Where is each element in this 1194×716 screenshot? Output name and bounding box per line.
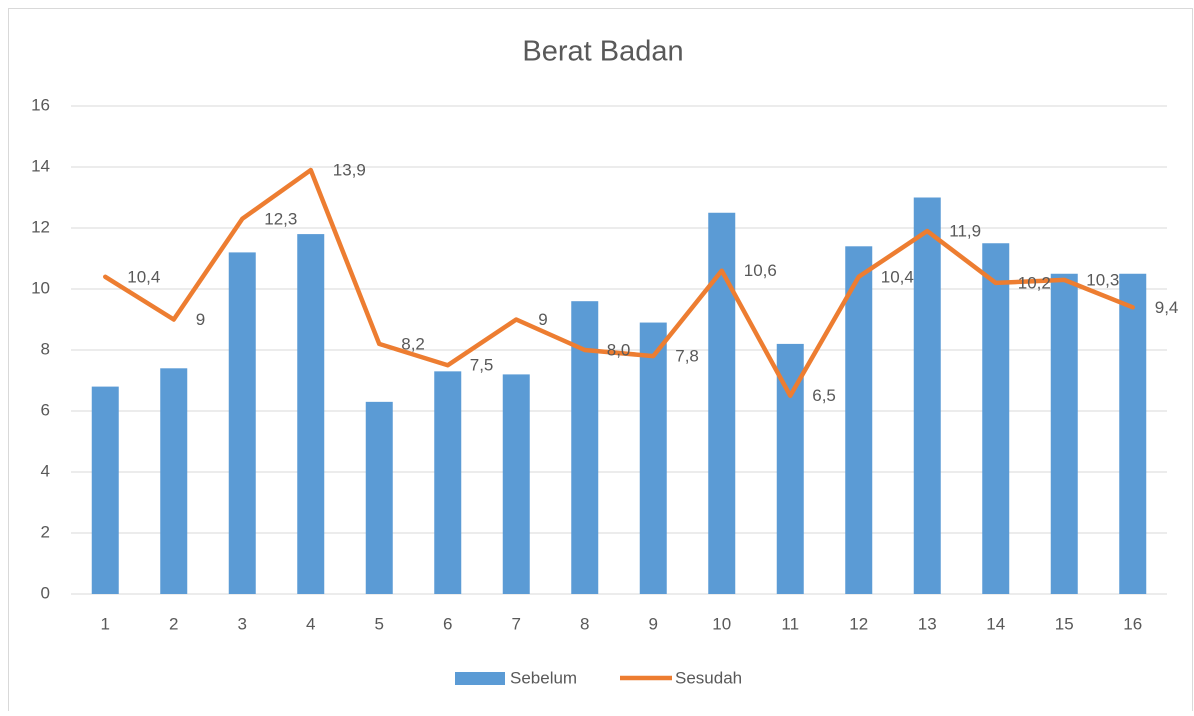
x-tick-label: 7 <box>512 614 521 633</box>
data-label: 8,2 <box>401 334 425 353</box>
legend-label: Sesudah <box>675 668 742 687</box>
bar <box>1050 273 1078 594</box>
data-label: 7,8 <box>675 347 699 366</box>
data-label: 10,4 <box>881 267 914 286</box>
data-label: 7,5 <box>470 356 494 375</box>
legend-swatch <box>455 672 505 685</box>
x-tick-label: 3 <box>238 614 247 633</box>
y-tick-label: 6 <box>41 400 50 419</box>
chart-border <box>8 8 1193 716</box>
data-label: 10,6 <box>744 261 777 280</box>
data-label: 9 <box>538 310 547 329</box>
data-label: 6,5 <box>812 386 836 405</box>
x-tick-label: 13 <box>918 614 937 633</box>
y-tick-label: 14 <box>31 156 50 175</box>
x-tick-label: 1 <box>101 614 110 633</box>
y-tick-label: 16 <box>31 95 50 114</box>
y-tick-label: 12 <box>31 217 50 236</box>
bar <box>434 371 462 594</box>
y-tick-label: 4 <box>41 461 50 480</box>
data-label: 10,4 <box>127 267 160 286</box>
bar <box>913 197 941 594</box>
data-label: 9 <box>196 310 205 329</box>
data-label: 12,3 <box>264 209 297 228</box>
x-tick-label: 11 <box>781 614 799 633</box>
bar <box>228 252 256 594</box>
y-tick-label: 10 <box>31 278 50 297</box>
bar <box>1119 273 1147 594</box>
legend-label: Sebelum <box>510 668 577 687</box>
x-tick-label: 2 <box>169 614 178 633</box>
x-tick-label: 14 <box>986 614 1005 633</box>
bar <box>365 401 393 594</box>
x-tick-label: 10 <box>712 614 731 633</box>
x-tick-label: 6 <box>443 614 452 633</box>
data-label: 10,3 <box>1086 270 1119 289</box>
bar <box>776 343 804 594</box>
x-tick-label: 8 <box>580 614 589 633</box>
x-tick-label: 5 <box>375 614 384 633</box>
chart-title: Berat Badan <box>522 36 683 68</box>
x-tick-label: 9 <box>649 614 658 633</box>
bar <box>639 322 667 594</box>
data-label: 11,9 <box>949 222 981 241</box>
bar <box>708 212 736 594</box>
bar <box>982 243 1010 594</box>
bar <box>91 386 119 594</box>
bar <box>160 368 188 594</box>
data-label: 9,4 <box>1155 298 1179 317</box>
x-tick-label: 16 <box>1123 614 1142 633</box>
y-tick-label: 0 <box>41 583 50 602</box>
x-tick-label: 15 <box>1055 614 1074 633</box>
data-label: 8,0 <box>607 340 631 359</box>
y-tick-label: 2 <box>41 522 50 541</box>
line <box>103 167 1135 398</box>
bar <box>845 246 873 595</box>
y-tick-label: 8 <box>41 339 50 358</box>
bar <box>502 374 530 594</box>
x-tick-label: 4 <box>306 614 315 633</box>
bar <box>297 234 325 594</box>
x-tick-label: 12 <box>849 614 868 633</box>
data-label: 10,2 <box>1018 273 1051 292</box>
data-label: 13,9 <box>333 161 366 180</box>
